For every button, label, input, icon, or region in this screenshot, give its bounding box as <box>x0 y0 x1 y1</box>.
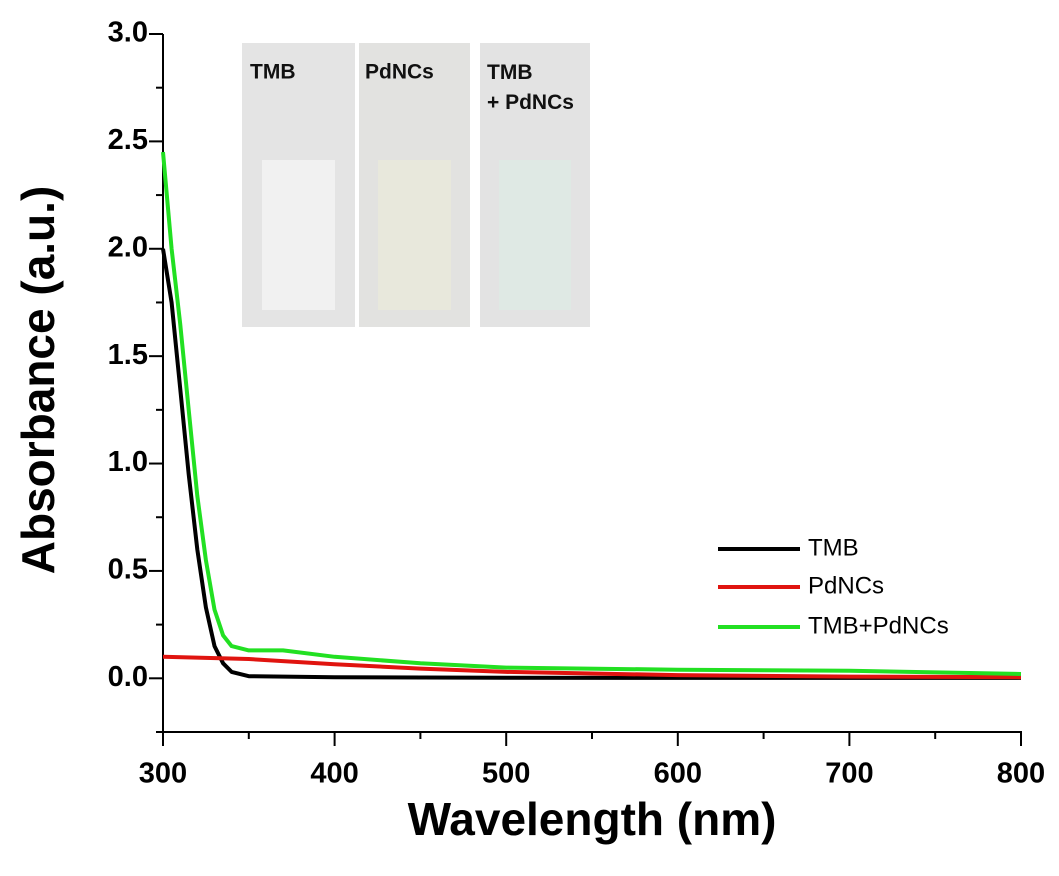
x-tick-label: 700 <box>825 758 873 790</box>
inset-label: TMB <box>250 61 296 84</box>
y-tick-label: 0.0 <box>108 661 148 693</box>
y-tick-label: 3.0 <box>108 17 148 49</box>
legend-label: PdNCs <box>808 572 884 599</box>
x-tick-label: 300 <box>139 758 187 790</box>
y-tick-label: 2.5 <box>108 124 148 156</box>
cuvette <box>499 160 571 310</box>
y-tick-label: 1.5 <box>108 339 148 371</box>
legend-label: TMB <box>808 534 859 561</box>
x-axis-title: Wavelength (nm) <box>408 793 777 845</box>
cuvette <box>378 160 451 310</box>
inset-photos <box>242 43 590 327</box>
x-tick-label: 600 <box>654 758 702 790</box>
x-tick-label: 400 <box>310 758 358 790</box>
line-series <box>162 654 1022 680</box>
line-series <box>161 248 1021 680</box>
y-tick-label: 2.0 <box>108 231 148 263</box>
inset-label: PdNCs <box>365 61 434 84</box>
cuvette <box>262 160 335 310</box>
y-tick-label: 1.0 <box>108 446 148 478</box>
y-tick-label: 0.5 <box>108 554 148 586</box>
inset-label: TMB + PdNCs <box>487 61 574 114</box>
legend-label: TMB+PdNCs <box>808 612 949 639</box>
x-tick-label: 500 <box>482 758 530 790</box>
line-series <box>161 151 1022 676</box>
x-tick-label: 800 <box>997 758 1045 790</box>
y-axis-title: Absorbance (a.u.) <box>12 186 64 575</box>
